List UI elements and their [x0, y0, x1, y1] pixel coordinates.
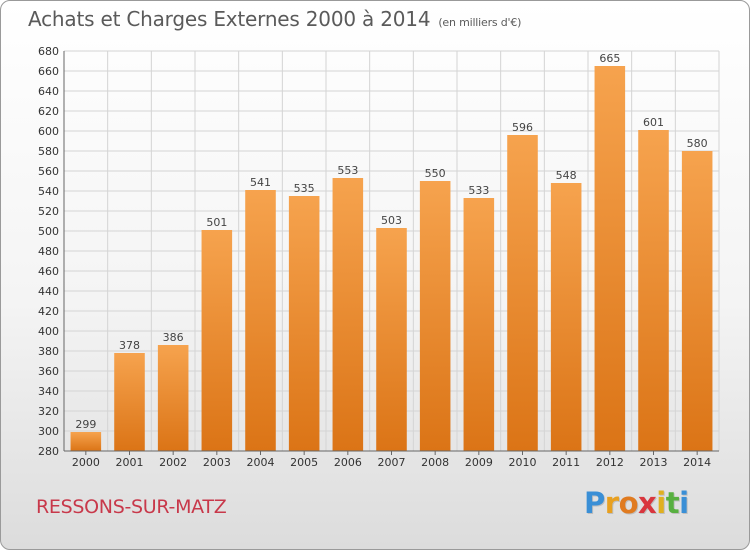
bar-2006	[332, 178, 364, 451]
bar-2011	[550, 183, 582, 451]
logo-letter: t	[665, 486, 680, 520]
logo-letter: P	[584, 486, 605, 520]
x-tick-label: 2004	[247, 456, 275, 469]
y-tick-label: 400	[38, 325, 59, 338]
y-tick-label: 380	[38, 345, 59, 358]
y-tick-label: 680	[38, 45, 59, 58]
y-tick-label: 600	[38, 125, 59, 138]
bar-2003	[201, 230, 233, 451]
bar-2001	[114, 353, 145, 451]
value-label-2011: 548	[556, 169, 577, 182]
bar-2014	[681, 151, 713, 451]
bar-2008	[419, 181, 451, 451]
x-tick-label: 2008	[421, 456, 449, 469]
value-label-2004: 541	[250, 176, 271, 189]
logo-letter: r	[604, 486, 619, 520]
x-tick-label: 2006	[334, 456, 362, 469]
x-tick-label: 2010	[509, 456, 537, 469]
chart-title-text: Achats et Charges Externes 2000 à 2014	[28, 7, 431, 31]
bar-2013	[638, 130, 669, 451]
logo-letter: i	[679, 486, 689, 520]
bar-2000	[70, 432, 102, 451]
y-tick-label: 420	[38, 305, 59, 318]
value-label-2001: 378	[119, 339, 140, 352]
x-tick-label: 2000	[72, 456, 100, 469]
x-tick-label: 2007	[378, 456, 406, 469]
y-tick-label: 460	[38, 265, 59, 278]
bar-2007	[376, 228, 407, 451]
axes: 280 300 320 340 360 380 400 420 440 460 480 500 520 5…	[38, 45, 719, 469]
x-tick-label: 2011	[552, 456, 580, 469]
x-tick-label: 2012	[596, 456, 624, 469]
bar-2010	[507, 135, 538, 451]
x-tick-label: 2003	[203, 456, 231, 469]
value-label-2008: 550	[425, 167, 446, 180]
value-label-2000: 299	[75, 418, 96, 431]
y-tick-label: 360	[38, 365, 59, 378]
y-tick-label: 500	[38, 225, 59, 238]
value-label-2010: 596	[512, 121, 533, 134]
bar-2009	[463, 198, 495, 451]
value-label-2009: 533	[468, 184, 489, 197]
proxiti-logo: Proxiti	[584, 486, 689, 520]
logo-letter: i	[656, 486, 666, 520]
bar-2004	[245, 190, 276, 451]
y-tick-label: 640	[38, 85, 59, 98]
y-tick-label: 440	[38, 285, 59, 298]
logo-letter: x	[638, 486, 657, 520]
bar-2002	[157, 345, 189, 451]
logo-letter: o	[618, 486, 639, 520]
y-tick-label: 280	[38, 445, 59, 458]
x-tick-label: 2005	[290, 456, 318, 469]
value-label-2003: 501	[206, 216, 227, 229]
value-label-2014: 580	[687, 137, 708, 150]
x-tick-label: 2014	[683, 456, 711, 469]
x-tick-label: 2001	[116, 456, 144, 469]
value-label-2005: 535	[294, 182, 315, 195]
y-tick-label: 320	[38, 405, 59, 418]
value-label-2002: 386	[163, 331, 184, 344]
y-tick-label: 480	[38, 245, 59, 258]
bars: 299 378 386 501 541 535 553 503 550 533 596 548 665 6…	[70, 52, 713, 451]
chart-title: Achats et Charges Externes 2000 à 2014 (e…	[28, 7, 521, 31]
x-tick-label: 2009	[465, 456, 493, 469]
chart-subtitle: (en milliers d'€)	[438, 16, 522, 29]
y-tick-label: 520	[38, 205, 59, 218]
value-label-2007: 503	[381, 214, 402, 227]
bar-2012	[594, 66, 626, 451]
y-tick-label: 560	[38, 165, 59, 178]
y-tick-label: 300	[38, 425, 59, 438]
value-label-2006: 553	[337, 164, 358, 177]
y-tick-label: 580	[38, 145, 59, 158]
value-label-2012: 665	[599, 52, 620, 65]
commune-name: RESSONS-SUR-MATZ	[36, 496, 227, 518]
x-tick-label: 2002	[159, 456, 187, 469]
value-label-2013: 601	[643, 116, 664, 129]
y-tick-label: 540	[38, 185, 59, 198]
y-tick-label: 660	[38, 65, 59, 78]
y-tick-label: 620	[38, 105, 59, 118]
bar-2005	[288, 196, 320, 451]
x-tick-label: 2013	[640, 456, 668, 469]
y-tick-label: 340	[38, 385, 59, 398]
